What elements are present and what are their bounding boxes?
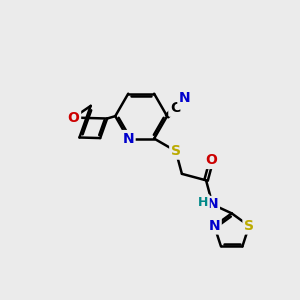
Text: N: N (208, 219, 220, 233)
Text: N: N (207, 197, 218, 212)
Text: S: S (244, 219, 254, 233)
Text: H: H (198, 196, 208, 208)
Text: N: N (179, 92, 190, 105)
Text: N: N (122, 132, 134, 145)
Text: O: O (68, 111, 80, 124)
Text: O: O (206, 153, 217, 167)
Text: C: C (170, 101, 180, 115)
Text: S: S (171, 144, 181, 158)
